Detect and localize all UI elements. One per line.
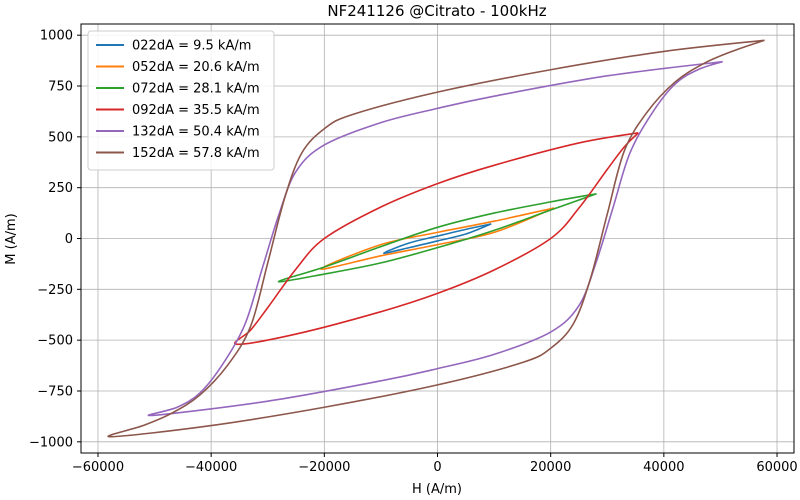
legend-entry-label: 092dA = 35.5 kA/m xyxy=(132,103,260,118)
legend-box xyxy=(87,30,275,171)
series-132da-line xyxy=(147,60,723,417)
series-152da-line xyxy=(107,39,765,438)
legend-entry-label: 022dA = 9.5 kA/m xyxy=(132,39,251,54)
series-052da-line xyxy=(320,207,555,270)
legend-entry-label: 132dA = 50.4 kA/m xyxy=(132,125,260,140)
y-tick-label: 1000 xyxy=(40,29,73,44)
y-tick-label: 0 xyxy=(65,232,73,247)
x-tick-label: −60000 xyxy=(72,460,124,475)
series-022da-line xyxy=(382,223,492,255)
y-tick-label: −250 xyxy=(37,283,73,298)
x-tick-label: −40000 xyxy=(185,460,237,475)
series-092da-line xyxy=(234,131,639,346)
axis-ticks: −60000 −40000 −20000 0 20000 40000 60000 −1000 −… xyxy=(29,29,798,475)
y-tick-label: −750 xyxy=(37,384,73,399)
y-axis-label: M (A/m) xyxy=(4,213,19,264)
y-tick-label: 500 xyxy=(48,130,73,145)
x-tick-label: 0 xyxy=(433,460,441,475)
legend-entry-label: 072dA = 28.1 kA/m xyxy=(132,82,260,97)
legend: 022dA = 9.5 kA/m 052dA = 20.6 kA/m 072dA =… xyxy=(87,30,275,171)
y-tick-label: 750 xyxy=(48,80,73,95)
chart-title: NF241126 @Citrato - 100kHz xyxy=(327,2,546,20)
y-tick-label: −500 xyxy=(37,334,73,349)
x-tick-label: 40000 xyxy=(643,460,684,475)
x-tick-label: 20000 xyxy=(530,460,571,475)
y-tick-label: 250 xyxy=(48,181,73,196)
series-lines xyxy=(107,39,765,438)
y-tick-label: −1000 xyxy=(29,435,73,450)
x-axis-label: H (A/m) xyxy=(412,482,462,497)
x-tick-label: 60000 xyxy=(756,460,797,475)
legend-entry-label: 052dA = 20.6 kA/m xyxy=(132,60,260,75)
series-072da-line xyxy=(277,192,597,283)
legend-entry-label: 152dA = 57.8 kA/m xyxy=(132,146,260,161)
x-tick-label: −20000 xyxy=(298,460,350,475)
